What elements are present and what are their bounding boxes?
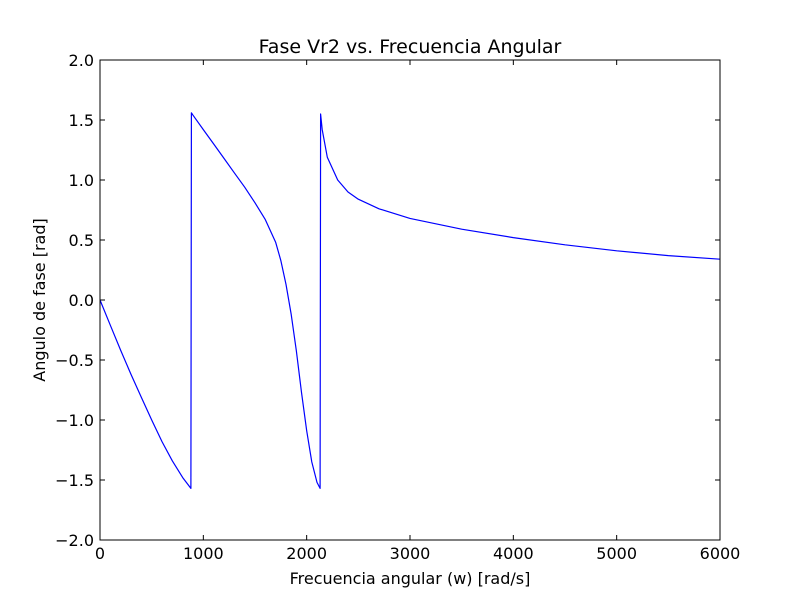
x-tick-label: 4000: [493, 544, 534, 563]
y-tick-label: 0.5: [69, 231, 94, 250]
x-tick-label: 5000: [596, 544, 637, 563]
x-tick-label: 3000: [390, 544, 431, 563]
y-tick-label: −1.5: [55, 471, 94, 490]
y-tick-label: −1.0: [55, 411, 94, 430]
plot-frame: [99, 59, 721, 541]
tick-labels: 0 1000 2000 3000 4000 5000 6000 2.0 1.5 1.0 0.5 0.0…: [55, 51, 740, 563]
y-tick-label: 1.5: [69, 111, 94, 130]
y-tick-label: −0.5: [55, 351, 94, 370]
y-tick-label: 0.0: [69, 291, 94, 310]
x-tick-label: 6000: [700, 544, 741, 563]
chart-title: Fase Vr2 vs. Frecuencia Angular: [259, 36, 562, 58]
series-line: [99, 112, 721, 489]
y-tick-label: −2.0: [55, 531, 94, 550]
y-tick-label: 2.0: [69, 51, 94, 70]
y-axis-label: Angulo de fase [rad]: [30, 218, 49, 382]
axis-ticks: [99, 59, 721, 541]
y-tick-label: 1.0: [69, 171, 94, 190]
series-layer: [99, 112, 721, 489]
x-tick-label: 2000: [286, 544, 327, 563]
x-tick-label: 0: [95, 544, 105, 563]
x-tick-label: 1000: [183, 544, 224, 563]
x-axis-label: Frecuencia angular (w) [rad/s]: [290, 569, 531, 588]
